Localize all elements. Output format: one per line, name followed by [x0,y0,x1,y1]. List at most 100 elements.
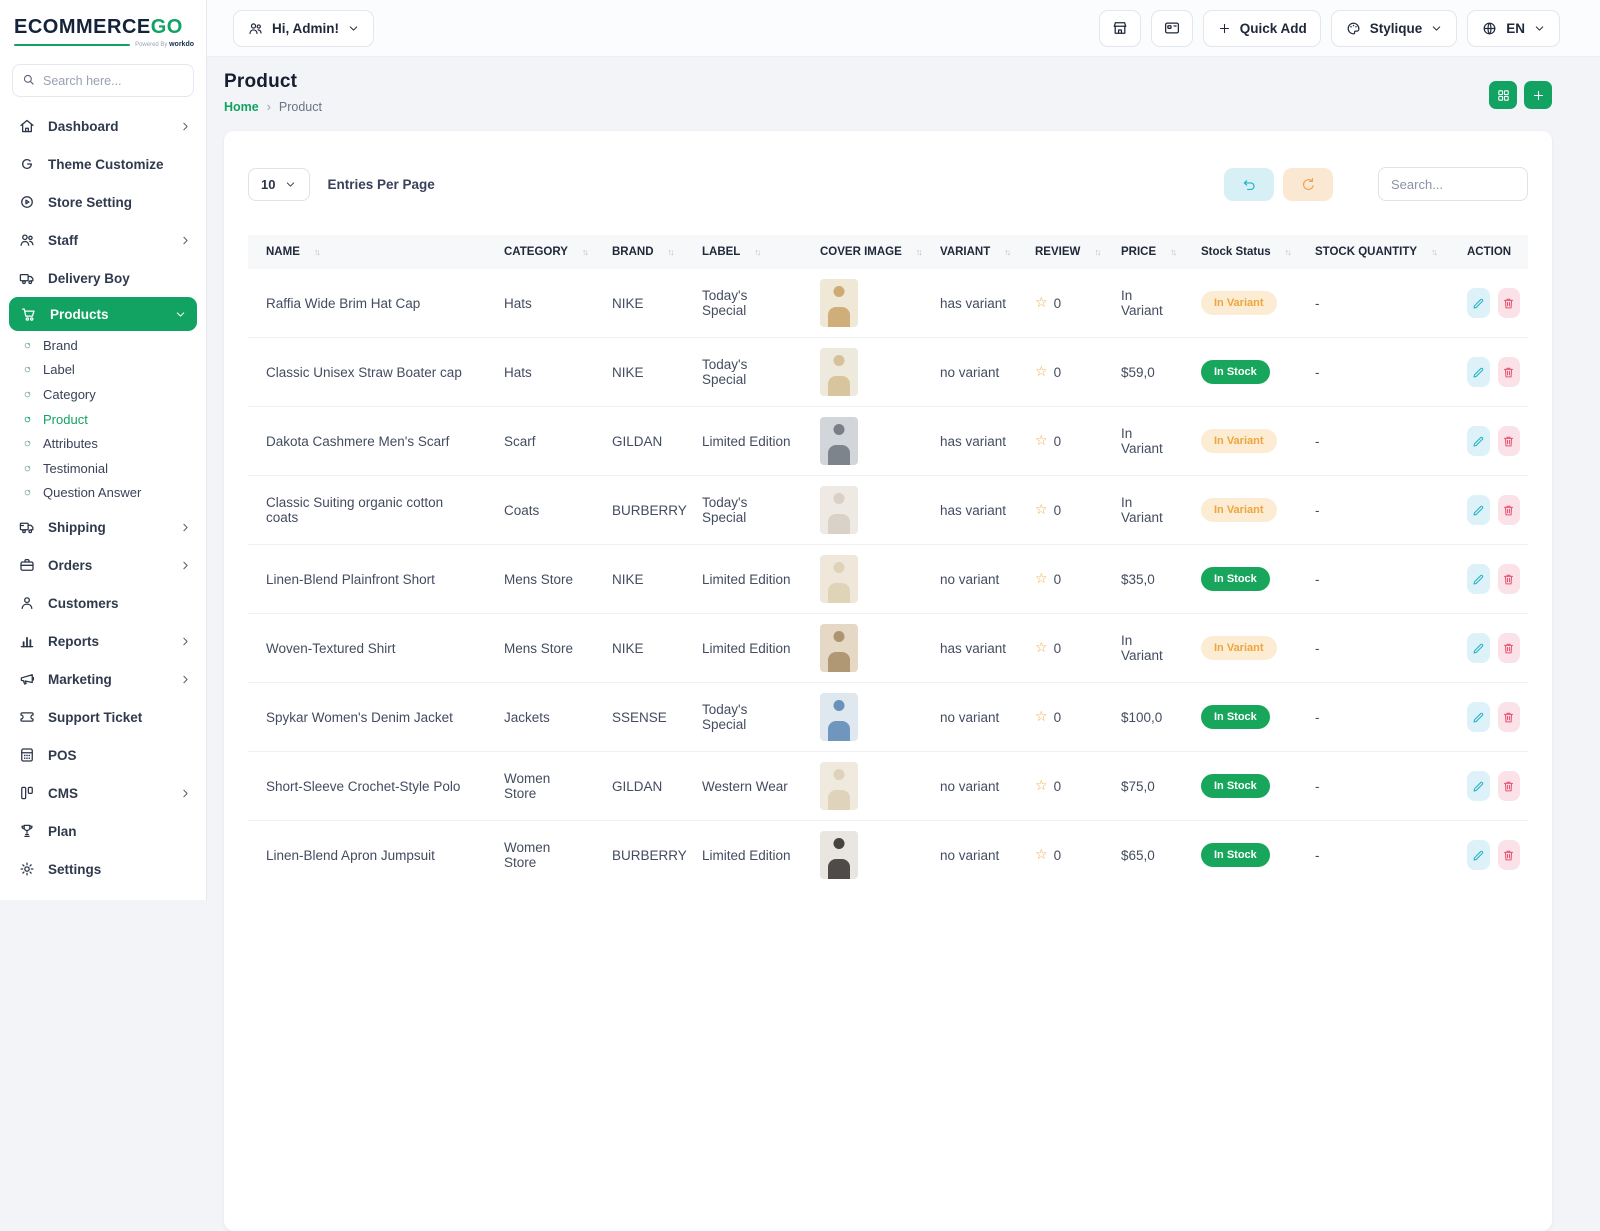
entries-per-page-select[interactable]: 10 [248,167,311,201]
product-cover-image[interactable] [820,762,858,810]
sort-icon[interactable]: ↑↓ [1284,247,1292,257]
add-product-button[interactable] [1524,81,1552,109]
submenu-item-label[interactable]: Label [0,358,206,383]
column-header-cover-image[interactable]: COVER IMAGE ↑↓ [802,235,923,269]
product-name[interactable]: Spykar Women's Denim Jacket [248,682,486,752]
sort-icon[interactable]: ↑↓ [1170,247,1177,257]
edit-button[interactable] [1467,564,1490,594]
column-header-stock-quantity[interactable]: STOCK QUANTITY ↑↓ [1297,235,1449,269]
cover-image-cell [802,751,922,821]
sidebar-item-products[interactable]: Products [9,297,197,331]
sort-icon[interactable]: ↑↓ [667,247,675,257]
product-name[interactable]: Linen-Blend Apron Jumpsuit [248,820,486,889]
product-name[interactable]: Classic Unisex Straw Boater cap [248,337,486,407]
sidebar-item-reports[interactable]: Reports [0,622,206,660]
submenu-item-attributes[interactable]: Attributes [0,431,206,456]
product-name[interactable]: Raffia Wide Brim Hat Cap [266,295,421,311]
refresh-button[interactable] [1283,167,1333,201]
delete-button[interactable] [1497,564,1520,594]
bullet-icon [22,414,33,425]
column-header-label[interactable]: LABEL ↑↓ [684,235,802,269]
card-view-button[interactable] [1150,9,1193,47]
product-name[interactable]: Dakota Cashmere Men's Scarf [248,406,486,476]
product-name[interactable]: Short-Sleeve Crochet-Style Polo [248,751,486,821]
product-cover-image[interactable] [820,279,858,327]
product-name[interactable]: Linen-Blend Plainfront Short [248,544,486,614]
sidebar-item-shipping[interactable]: Shipping [0,508,206,546]
settings-icon [18,860,36,878]
sidebar-item-marketing[interactable]: Marketing [0,660,206,698]
product-cover-image[interactable] [820,693,858,741]
submenu-item-product[interactable]: Product [0,407,206,432]
sidebar-item-staff[interactable]: Staff [0,221,206,259]
sidebar-item-support-ticket[interactable]: Support Ticket [0,698,206,736]
product-review: ☆ 0 [1017,337,1103,407]
submenu-item-question-answer[interactable]: Question Answer [0,481,206,506]
product-cover-image[interactable] [820,624,858,672]
product-name[interactable]: Classic Suiting organic cotton coats [248,475,486,545]
sort-icon[interactable]: ↑↓ [754,247,761,257]
edit-button[interactable] [1467,702,1490,732]
column-header-variant[interactable]: VARIANT ↑↓ [922,235,1017,269]
edit-button[interactable] [1467,495,1490,525]
sort-icon[interactable]: ↑↓ [581,247,589,257]
edit-button[interactable] [1467,357,1490,387]
submenu-item-testimonial[interactable]: Testimonial [0,456,206,481]
edit-button[interactable] [1467,633,1490,663]
edit-button[interactable] [1467,771,1490,801]
sidebar-item-settings[interactable]: Settings [0,850,206,888]
row-actions [1467,771,1520,801]
sidebar-item-orders[interactable]: Orders [0,546,206,584]
storefront-button[interactable] [1098,9,1141,47]
quick-add-button[interactable]: Quick Add [1202,9,1321,47]
column-header-category[interactable]: CATEGORY ↑↓ [486,235,594,269]
app-logo[interactable]: ECOMMERCEGO Powered By workdo [0,0,206,56]
breadcrumb-home-link[interactable]: Home [224,100,259,114]
delete-button[interactable] [1497,771,1520,801]
sort-icon[interactable]: ↑↓ [1094,247,1101,257]
theme-select-button[interactable]: Stylique [1330,9,1458,47]
column-header-price[interactable]: PRICE ↑↓ [1103,235,1183,269]
sidebar-item-theme-customize[interactable]: Theme Customize [0,145,206,183]
entries-per-page-label: Entries Per Page [327,176,435,192]
delete-button[interactable] [1497,357,1520,387]
column-header-name[interactable]: NAME ↑↓ [248,235,486,269]
sidebar-item-dashboard[interactable]: Dashboard [0,107,206,145]
delete-button[interactable] [1497,702,1520,732]
table-search-input[interactable] [1378,167,1528,201]
edit-button[interactable] [1467,840,1490,870]
language-select-button[interactable]: EN [1467,9,1560,47]
sort-icon[interactable]: ↑↓ [1431,247,1438,257]
submenu-item-category[interactable]: Category [0,382,206,407]
delete-button[interactable] [1497,633,1520,663]
user-menu-button[interactable]: Hi, Admin! [233,9,374,47]
edit-button[interactable] [1467,288,1490,318]
delete-button[interactable] [1497,495,1520,525]
edit-button[interactable] [1467,426,1490,456]
submenu-item-brand[interactable]: Brand [0,333,206,358]
sort-icon[interactable]: ↑↓ [1004,247,1011,257]
product-cover-image[interactable] [820,417,858,465]
sidebar-item-customers[interactable]: Customers [0,584,206,622]
product-cover-image[interactable] [820,555,858,603]
delete-button[interactable] [1497,426,1520,456]
sidebar-item-pos[interactable]: POS [0,736,206,774]
sidebar-item-delivery-boy[interactable]: Delivery Boy [0,259,206,297]
sidebar-item-plan[interactable]: Plan [0,812,206,850]
column-header-stock-status[interactable]: Stock Status ↑↓ [1183,235,1297,269]
sort-icon[interactable]: ↑↓ [313,247,321,257]
delete-button[interactable] [1497,288,1520,318]
undo-filters-button[interactable] [1224,167,1274,201]
grid-view-button[interactable] [1489,81,1517,109]
delete-button[interactable] [1497,840,1520,870]
sidebar-item-cms[interactable]: CMS [0,774,206,812]
sidebar-search-input[interactable] [12,64,194,97]
product-cover-image[interactable] [820,831,858,879]
product-cover-image[interactable] [820,486,858,534]
product-name[interactable]: Woven-Textured Shirt [248,613,486,683]
column-header-review[interactable]: REVIEW ↑↓ [1017,235,1103,269]
sort-icon[interactable]: ↑↓ [915,247,923,257]
sidebar-item-store-setting[interactable]: Store Setting [0,183,206,221]
product-cover-image[interactable] [820,348,858,396]
column-header-brand[interactable]: BRAND ↑↓ [594,235,684,269]
